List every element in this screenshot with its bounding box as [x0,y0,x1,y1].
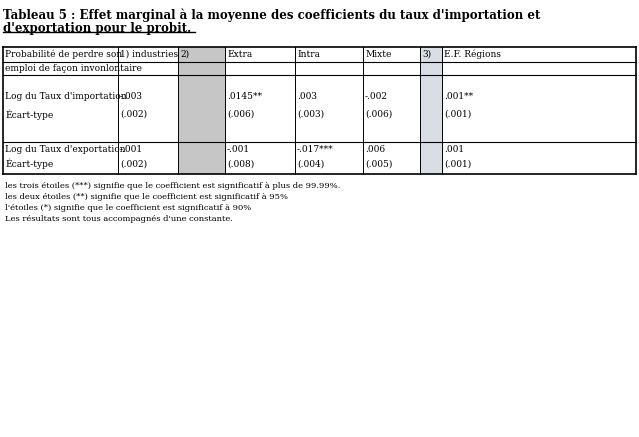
Text: .003: .003 [297,92,317,101]
Text: Écart-type: Écart-type [5,109,53,120]
Text: 2): 2) [180,50,189,59]
Text: .001**: .001** [444,92,473,101]
Text: .006: .006 [365,146,385,155]
Text: Mixte: Mixte [365,50,391,59]
Text: emploi de façon invonlontaire: emploi de façon invonlontaire [5,64,142,73]
Text: Probabilité de perdre son: Probabilité de perdre son [5,50,122,59]
Text: (.002): (.002) [120,160,147,169]
Text: 3): 3) [422,50,431,59]
Text: 1) industries: 1) industries [120,50,178,59]
Text: (.002): (.002) [120,110,147,119]
Text: Tableau 5 : Effet marginal à la moyenne des coefficients du taux d'importation e: Tableau 5 : Effet marginal à la moyenne … [3,9,541,22]
Text: les trois étoiles (***) signifie que le coefficient est significatif à plus de 9: les trois étoiles (***) signifie que le … [5,182,341,190]
Text: .001: .001 [444,146,464,155]
Text: .0145**: .0145** [227,92,262,101]
Text: E.F. Régions: E.F. Régions [444,50,501,59]
Text: Log du Taux d'exportation: Log du Taux d'exportation [5,146,126,155]
Text: -.003: -.003 [120,92,143,101]
Text: l'étoiles (*) signifie que le coefficient est significatif à 90%: l'étoiles (*) signifie que le coefficien… [5,204,251,212]
Text: (.004): (.004) [297,160,324,169]
Text: (.001): (.001) [444,110,471,119]
Text: (.001): (.001) [444,160,471,169]
Bar [420,47,442,174]
Text: (.003): (.003) [297,110,324,119]
Text: -.017***: -.017*** [297,146,334,155]
Text: d'exportation pour le probit.: d'exportation pour le probit. [3,22,191,35]
Text: Les résultats sont tous accompagnés d'une constante.: Les résultats sont tous accompagnés d'un… [5,215,233,223]
Bar [178,47,225,174]
Text: Intra: Intra [297,50,320,59]
Text: (.005): (.005) [365,160,392,169]
Text: -.001: -.001 [120,146,143,155]
Text: -.001: -.001 [227,146,250,155]
Text: (.006): (.006) [365,110,392,119]
Text: (.008): (.008) [227,160,254,169]
Text: Log du Taux d'importation: Log du Taux d'importation [5,92,127,101]
Text: -.002: -.002 [365,92,388,101]
Text: Écart-type: Écart-type [5,159,53,169]
Text: les deux étoiles (**) signifie que le coefficient est significatif à 95%: les deux étoiles (**) signifie que le co… [5,193,288,201]
Text: Extra: Extra [227,50,252,59]
Text: (.006): (.006) [227,110,254,119]
